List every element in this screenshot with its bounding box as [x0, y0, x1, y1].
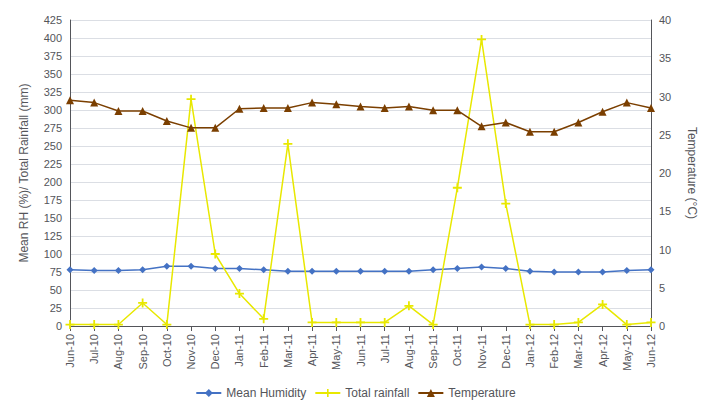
svg-text:Dec-10: Dec-10 — [209, 334, 221, 369]
svg-text:Oct-10: Oct-10 — [161, 334, 173, 367]
svg-text:Sep-10: Sep-10 — [137, 334, 149, 369]
svg-text:0: 0 — [56, 320, 62, 332]
svg-text:375: 375 — [44, 50, 62, 62]
svg-text:50: 50 — [50, 284, 62, 296]
svg-text:Jun-11: Jun-11 — [355, 334, 367, 367]
svg-text:Mar-11: Mar-11 — [282, 334, 294, 368]
svg-text:15: 15 — [659, 205, 671, 217]
svg-text:Dec-11: Dec-11 — [500, 334, 512, 369]
svg-text:225: 225 — [44, 158, 62, 170]
svg-text:Oct-11: Oct-11 — [451, 334, 463, 366]
svg-text:Nov-10: Nov-10 — [185, 334, 197, 369]
svg-text:Aug-10: Aug-10 — [112, 334, 124, 369]
svg-text:Total rainfall: Total rainfall — [345, 386, 409, 400]
svg-text:25: 25 — [50, 302, 62, 314]
svg-text:200: 200 — [44, 176, 62, 188]
svg-text:Mar-12: Mar-12 — [572, 334, 584, 369]
svg-text:Jan-12: Jan-12 — [524, 334, 536, 368]
svg-text:Feb-12: Feb-12 — [548, 334, 560, 369]
svg-text:Aug-11: Aug-11 — [403, 334, 415, 369]
svg-text:Apr-11: Apr-11 — [306, 334, 318, 366]
svg-text:May-12: May-12 — [621, 334, 633, 371]
svg-text:Mean RH (%)/ Total Rainfall (m: Mean RH (%)/ Total Rainfall (mm) — [17, 83, 31, 262]
svg-text:0: 0 — [659, 320, 665, 332]
svg-text:75: 75 — [50, 266, 62, 278]
svg-text:325: 325 — [44, 86, 62, 98]
svg-text:100: 100 — [44, 248, 62, 260]
svg-text:400: 400 — [44, 32, 62, 44]
svg-text:25: 25 — [659, 129, 671, 141]
svg-text:20: 20 — [659, 167, 671, 179]
svg-text:40: 40 — [659, 14, 671, 26]
svg-text:Jan-11: Jan-11 — [233, 334, 245, 367]
svg-text:300: 300 — [44, 104, 62, 116]
svg-text:Jul-10: Jul-10 — [88, 334, 100, 364]
svg-text:Jun-10: Jun-10 — [64, 334, 76, 368]
svg-text:250: 250 — [44, 140, 62, 152]
svg-text:175: 175 — [44, 194, 62, 206]
svg-text:Feb-11: Feb-11 — [258, 334, 270, 368]
svg-text:150: 150 — [44, 212, 62, 224]
svg-text:Apr-12: Apr-12 — [597, 334, 609, 367]
svg-text:May-11: May-11 — [330, 334, 342, 370]
svg-text:Mean Humidity: Mean Humidity — [226, 386, 306, 400]
svg-text:Temperature: Temperature — [448, 386, 516, 400]
svg-text:5: 5 — [659, 282, 665, 294]
svg-text:35: 35 — [659, 52, 671, 64]
svg-text:Nov-11: Nov-11 — [476, 334, 488, 369]
svg-text:10: 10 — [659, 244, 671, 256]
svg-text:275: 275 — [44, 122, 62, 134]
svg-text:Sep-11: Sep-11 — [427, 334, 439, 369]
svg-text:Temperature (°C): Temperature (°C) — [685, 127, 699, 219]
svg-text:30: 30 — [659, 91, 671, 103]
svg-text:425: 425 — [44, 14, 62, 26]
svg-text:Jul-11: Jul-11 — [379, 334, 391, 363]
svg-text:Jun-12: Jun-12 — [645, 334, 657, 368]
svg-text:350: 350 — [44, 68, 62, 80]
svg-text:125: 125 — [44, 230, 62, 242]
